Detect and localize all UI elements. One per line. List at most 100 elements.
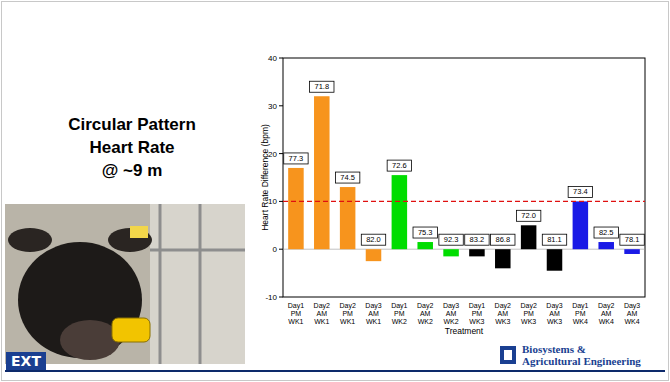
box-label-text: 75.3 (418, 228, 433, 237)
plot-frame (283, 58, 645, 297)
box-label-frame (310, 81, 334, 92)
x-tick-label-line: WK3 (469, 318, 484, 325)
x-tick-label-line: WK1 (314, 318, 329, 325)
x-tick-label-line: Day1 (288, 302, 304, 310)
x-tick-label-line: WK1 (288, 318, 303, 325)
bars (283, 96, 645, 270)
zero-line (283, 249, 645, 250)
box-label: 72.0 (516, 210, 540, 221)
y-tick-label: 0 (273, 245, 278, 254)
box-label-text: 71.8 (314, 82, 329, 91)
slide-title: Circular Pattern (68, 115, 196, 134)
x-tick-label-line: AM (601, 310, 612, 317)
x-tick-label: Day3AMWK3 (546, 302, 562, 325)
box-label-frame (284, 153, 308, 164)
box-label-frame (542, 234, 566, 245)
x-tick-label-line: Day2 (339, 302, 355, 310)
bar (288, 168, 304, 249)
box-label: 72.6 (387, 160, 411, 171)
x-tick-label-line: WK2 (443, 318, 458, 325)
box-label: 86.8 (491, 234, 515, 245)
bar (417, 242, 433, 249)
x-tick-label: Day2AMWK3 (495, 302, 511, 325)
y-tick (279, 105, 283, 106)
x-tick-label-line: AM (446, 310, 457, 317)
x-tick-label: Day2AMWK4 (598, 302, 614, 325)
x-tick-label: Day2AMWK2 (417, 302, 433, 325)
box-label: 78.1 (620, 234, 644, 245)
x-tick-label-line: AM (317, 310, 328, 317)
box-label: 92.3 (439, 234, 463, 245)
slide: Circular PatternHeart Rate@ ~9 m-1001020… (0, 0, 670, 382)
x-tick-label-line: WK4 (573, 318, 588, 325)
x-tick-label: Day1PMWK4 (572, 302, 588, 325)
slide-title: Heart Rate (89, 138, 174, 157)
x-tick-label-line: Day2 (495, 302, 511, 310)
bar (573, 201, 589, 249)
y-tick (279, 58, 283, 59)
x-tick-label-line: Day2 (598, 302, 614, 310)
x-tick-label-line: Day1 (469, 302, 485, 310)
x-tick-label-line: WK4 (624, 318, 639, 325)
y-tick (279, 153, 283, 154)
bar (624, 249, 640, 254)
left-logo-bg (6, 352, 46, 370)
photo-rail (150, 249, 245, 252)
y-axis-title: Heart Rate Difference (bpm) (260, 124, 270, 231)
ear-tag (130, 226, 148, 238)
box-label: 75.3 (413, 227, 437, 238)
box-label: 71.8 (310, 81, 334, 92)
box-label-text: 83.2 (470, 235, 485, 244)
x-tick-label-line: Day3 (546, 302, 562, 310)
box-label: 82.0 (361, 234, 385, 245)
x-tick-label-line: PM (575, 310, 586, 317)
box-label-text: 92.3 (444, 235, 459, 244)
x-tick-label-line: AM (420, 310, 431, 317)
box-label-frame (465, 234, 489, 245)
cow-muzzle (60, 320, 120, 360)
box-label: 81.1 (542, 234, 566, 245)
x-tick-label-line: PM (394, 310, 405, 317)
uk-logo-inner (504, 350, 512, 360)
box-label: 83.2 (465, 234, 489, 245)
heart-rate-sensor (112, 318, 150, 342)
x-tick-label-line: AM (368, 310, 379, 317)
right-logo-text: Agricultural Engineering (522, 355, 641, 367)
left-logo-text: EXT (11, 353, 41, 369)
box-label: 82.5 (594, 227, 618, 238)
box-label-text: 74.5 (340, 173, 355, 182)
x-tick-label: Day1PMWK1 (288, 302, 304, 325)
x-tick-label-line: Day3 (443, 302, 459, 310)
x-tick-label-line: Day2 (314, 302, 330, 310)
box-label-text: 77.3 (289, 154, 304, 163)
box-label-text: 72.0 (521, 211, 536, 220)
x-tick-label-line: WK4 (599, 318, 614, 325)
x-tick-label: Day1PMWK2 (391, 302, 407, 325)
box-label-text: 86.8 (495, 235, 510, 244)
reference-line (283, 201, 645, 202)
photo-rail (159, 204, 162, 364)
bar (392, 175, 408, 249)
box-label-text: 78.1 (625, 235, 640, 244)
x-tick-label-line: WK3 (495, 318, 510, 325)
box-label-frame (620, 234, 644, 245)
x-tick-label-line: AM (498, 310, 509, 317)
y-tick-label: 30 (268, 102, 277, 111)
x-tick-label-line: PM (523, 310, 534, 317)
photo (5, 204, 245, 364)
y-tick-label: -10 (265, 293, 277, 302)
x-tick-label: Day3AMWK1 (365, 302, 381, 325)
bar (340, 187, 356, 249)
x-tick-label-line: Day2 (417, 302, 433, 310)
box-label: 74.5 (335, 172, 359, 183)
photo-wall (150, 204, 245, 364)
x-tick-label-line: WK1 (366, 318, 381, 325)
x-tick-label-line: WK3 (521, 318, 536, 325)
x-tick-label-line: Day1 (391, 302, 407, 310)
x-tick-label-line: PM (291, 310, 302, 317)
box-label-frame (516, 210, 540, 221)
bar (314, 96, 330, 249)
bar (547, 249, 563, 271)
y-tick-label: 40 (268, 54, 277, 63)
x-tick-label-line: Day3 (365, 302, 381, 310)
